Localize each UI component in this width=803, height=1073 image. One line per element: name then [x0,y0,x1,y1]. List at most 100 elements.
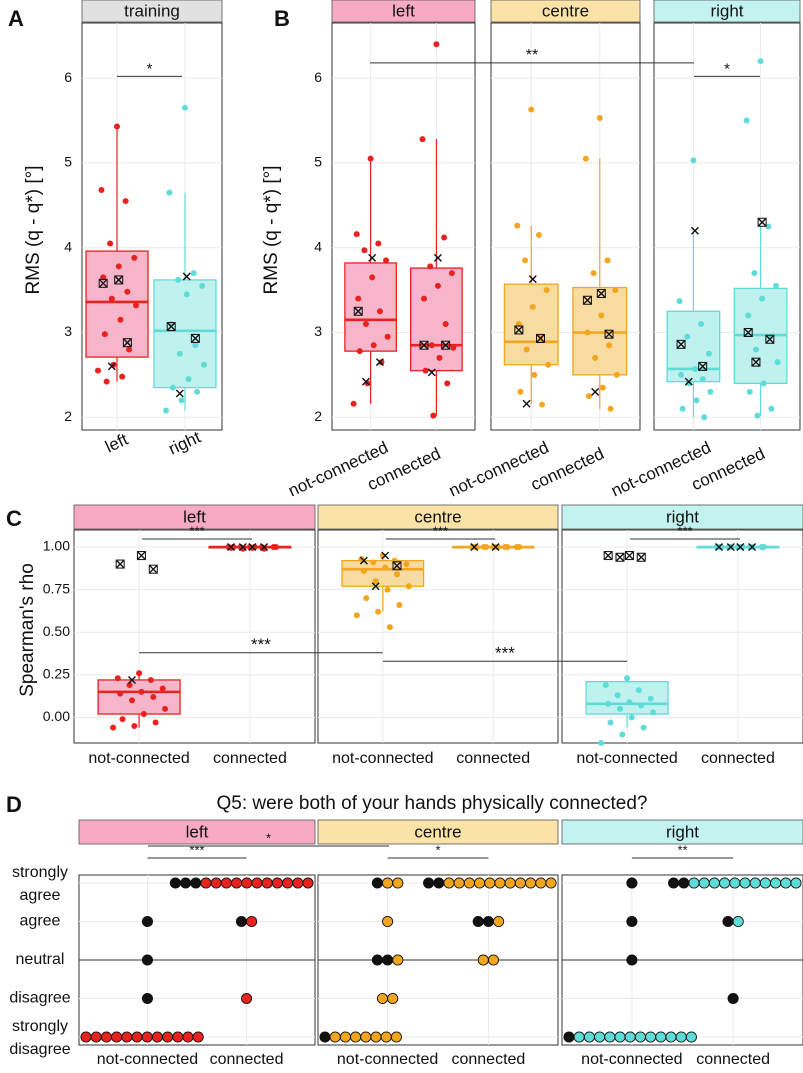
response-dot [655,1031,667,1043]
y-tick-label: strongly [12,1018,68,1035]
data-point [101,331,108,338]
significance-label: *** [189,523,204,538]
cross-marker [359,556,368,565]
response-dot [190,877,202,889]
data-point [126,682,133,689]
response-dot [220,877,232,889]
data-point [760,544,767,551]
data-point [122,198,129,205]
data-point [647,695,654,702]
response-dot [624,1031,636,1043]
data-point [584,329,591,336]
data-point [612,287,619,294]
data-point [590,270,597,277]
data-point [676,298,683,305]
response-dot [675,1031,687,1043]
x-tick-label: connected [213,750,287,767]
response-dot [472,915,484,928]
cross-marker [381,551,390,560]
panel-letter-c: C [6,506,22,531]
data-point [138,688,145,695]
data-point [514,222,521,229]
cross-marker [522,399,531,408]
data-point [126,346,133,353]
cross-box-marker [441,340,451,350]
cross-marker [238,543,247,552]
y-axis-label: Spearman's rho [17,563,38,697]
panel-letter-b: B [274,6,290,31]
facet-strip [78,819,316,845]
data-point [599,384,606,391]
cross-box-marker [136,551,146,561]
cross-marker [427,368,436,377]
data-point [378,359,385,366]
data-point [650,709,657,716]
y-tick-label: agree [20,913,61,930]
x-tick-label: not-connected [581,1051,682,1068]
y-tick-label: neutral [16,951,65,968]
data-point [427,263,434,270]
x-tick-label: connected [456,750,530,767]
data-point [626,699,633,706]
data-point [176,350,183,357]
cross-marker [123,338,132,347]
response-dot [504,877,516,889]
cross-marker [361,377,370,386]
data-point [119,716,126,723]
data-point [545,361,552,368]
response-dot [634,1031,646,1043]
response-dot [719,877,731,889]
response-dot [141,1031,153,1043]
data-point [124,288,131,295]
data-point [537,333,544,340]
response-dot [482,915,494,928]
cross-marker [227,543,236,552]
significance-label: * [147,60,153,77]
cross-marker [637,553,646,562]
data-point [421,295,428,302]
data-point [596,114,603,121]
data-point [363,595,370,602]
cross-marker [491,543,500,552]
data-point [114,123,120,130]
cross-marker [248,543,257,552]
cross-marker [684,377,693,386]
data-point [194,388,201,395]
data-point [768,405,775,412]
data-point [169,384,176,391]
data-point [678,371,685,378]
cross-box-marker [624,551,634,561]
response-dot [380,1031,392,1043]
data-point [743,117,750,124]
x-tick-label: connected [701,750,775,767]
data-point [606,342,613,349]
significance-label: *** [495,644,515,663]
response-dot [141,992,153,1005]
y-tick-label: 5 [314,154,322,170]
y-tick-label: 3 [314,323,322,339]
cross-marker [127,675,136,684]
x-tick-label: connected [210,1051,284,1068]
cross-marker [260,543,269,552]
cross-marker [99,279,108,288]
data-point [382,564,389,571]
facet-strip [490,0,641,23]
response-dot [182,1031,194,1043]
data-point [752,346,759,353]
response-dot [172,1031,184,1043]
data-point [128,697,135,704]
response-dot [360,1031,372,1043]
data-point [543,287,550,294]
response-dot [292,877,304,889]
response-dot [594,1031,606,1043]
box [585,681,669,715]
facet-strip-label: centre [414,507,461,526]
response-dot [463,877,475,889]
data-point [638,702,645,709]
data-point [405,583,412,590]
facet-strip-label: right [710,1,743,20]
response-dot [514,877,526,889]
response-dot [443,877,455,889]
data-point [362,321,369,328]
data-point [350,400,357,407]
